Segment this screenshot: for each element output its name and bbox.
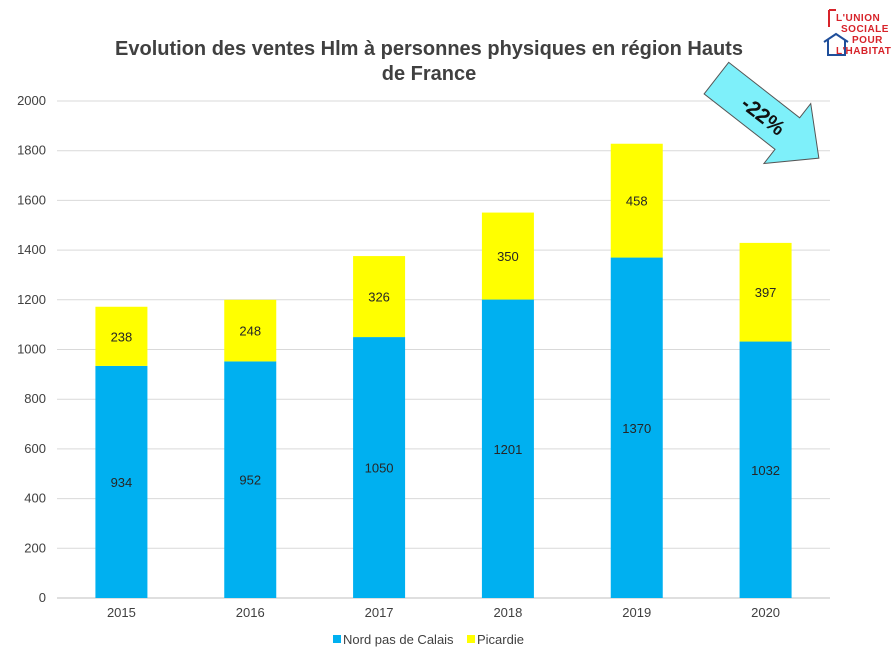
- y-tick-label: 800: [24, 391, 46, 406]
- gridlines: [57, 100, 830, 599]
- bar-picardie-2017: [353, 256, 406, 338]
- x-tick-label: 2019: [622, 605, 651, 620]
- decline-annotation: -22%: [703, 61, 820, 165]
- logo-line-2: SOCIALE: [841, 24, 889, 35]
- bar-picardie-2018: [481, 212, 534, 300]
- data-label: 350: [497, 249, 519, 264]
- data-label: 952: [239, 473, 261, 488]
- bar-nord-pas-de-calais-2018: [481, 299, 534, 598]
- bar-nord-pas-de-calais-2020: [739, 341, 792, 598]
- bar-nord-pas-de-calais-2019: [610, 257, 663, 598]
- logo: L'UNION SOCIALE POUR L'HABITAT: [823, 9, 891, 57]
- logo-line-4: L'HABITAT: [836, 46, 891, 57]
- data-label: 458: [626, 194, 648, 209]
- bar-picardie-2015: [95, 306, 148, 366]
- legend-label-nord-pas-de-calais: Nord pas de Calais: [343, 632, 454, 647]
- legend-swatch-picardie: [467, 635, 475, 643]
- y-tick-label: 200: [24, 540, 46, 555]
- logo-line-1: L'UNION: [836, 13, 880, 24]
- y-tick-label: 600: [24, 441, 46, 456]
- y-tick-label: 0: [39, 590, 46, 605]
- data-label: 326: [368, 290, 390, 305]
- logo-line-3: POUR: [852, 35, 883, 46]
- y-tick-label: 400: [24, 491, 46, 506]
- data-label: 238: [111, 329, 133, 344]
- logo-house-icon: [823, 32, 849, 56]
- data-label: 1370: [622, 421, 651, 436]
- x-tick-label: 2020: [751, 605, 780, 620]
- y-tick-label: 2000: [17, 93, 46, 108]
- data-label: 248: [239, 324, 261, 339]
- chart-title-line-2: de France: [382, 63, 476, 85]
- data-label: 1201: [493, 442, 522, 457]
- y-tick-label: 1000: [17, 342, 46, 357]
- bar-picardie-2019: [610, 143, 663, 258]
- bar-nord-pas-de-calais-2015: [95, 365, 148, 598]
- bar-picardie-2016: [224, 299, 277, 362]
- legend-swatch-nord-pas-de-calais: [333, 635, 341, 643]
- x-tick-label: 2018: [493, 605, 522, 620]
- arrow-shape: [703, 61, 820, 165]
- bar-nord-pas-de-calais-2016: [224, 361, 277, 598]
- y-tick-label: 1200: [17, 292, 46, 307]
- logo-bracket: [828, 9, 836, 27]
- y-tick-label: 1600: [17, 192, 46, 207]
- chart-title-line-1: Evolution des ventes Hlm à personnes phy…: [115, 38, 743, 60]
- y-tick-label: 1400: [17, 242, 46, 257]
- data-label: 1032: [751, 463, 780, 478]
- bar-picardie-2020: [739, 242, 792, 342]
- data-label: 1050: [365, 461, 394, 476]
- legend: Nord pas de Calais Picardie: [333, 632, 524, 647]
- data-label: 397: [755, 285, 777, 300]
- x-tick-label: 2017: [365, 605, 394, 620]
- x-axis: 2015 2016 2017 2018 2019 2020: [107, 605, 780, 620]
- y-tick-label: 1800: [17, 143, 46, 158]
- x-tick-label: 2016: [236, 605, 265, 620]
- data-label: 934: [111, 475, 133, 490]
- bar-nord-pas-de-calais-2017: [353, 337, 406, 598]
- y-axis: 0 200 400 600 800 1000 1200 1400 1600 1800 2000: [17, 93, 46, 605]
- legend-label-picardie: Picardie: [477, 632, 524, 647]
- x-tick-label: 2015: [107, 605, 136, 620]
- bars: 934 238 952 248 1050 326 1201 350 1370 458 1032 397: [95, 143, 792, 598]
